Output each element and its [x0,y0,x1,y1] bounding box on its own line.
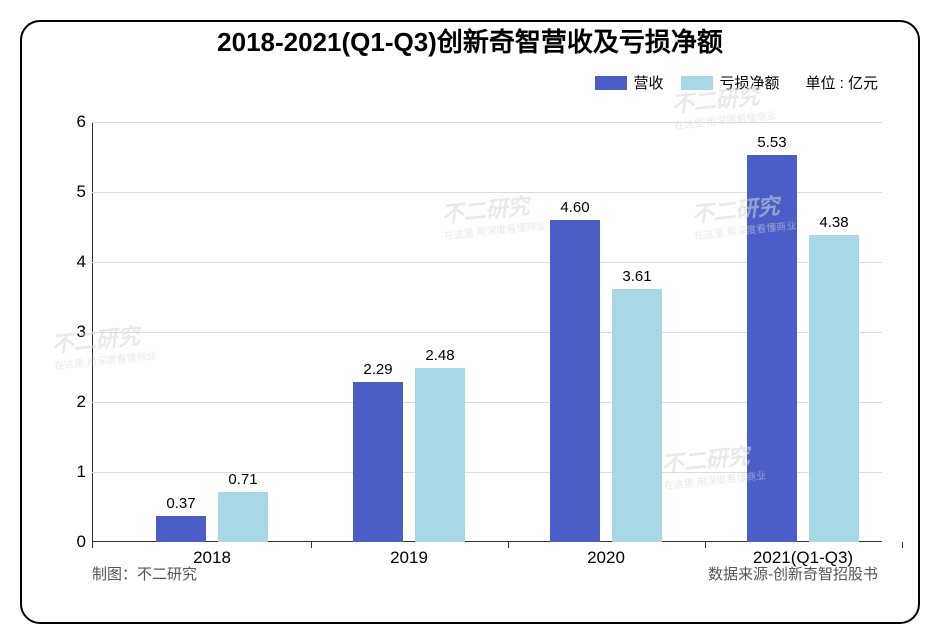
xtick-mark [92,542,93,548]
bar-revenue [156,516,206,542]
chart-footer: 制图：不二研究 数据来源-创新奇智招股书 [92,563,878,584]
legend-label-revenue: 营收 [633,72,663,93]
bar-value-label: 0.37 [166,495,195,512]
chart-title: 2018-2021(Q1-Q3)创新奇智营收及亏损净额 [217,22,723,59]
ytick-label: 3 [64,322,86,342]
bar-value-label: 5.53 [757,134,786,151]
ytick-label: 2 [64,392,86,412]
gridline [92,122,882,123]
legend-swatch-revenue [595,76,627,90]
legend-label-loss: 亏损净额 [719,72,779,93]
bar-revenue [353,382,403,542]
bar-loss [809,235,859,542]
ytick-label: 5 [64,182,86,202]
bar-value-label: 3.61 [622,268,651,285]
footer-credit: 制图：不二研究 [92,563,197,584]
chart-frame: 2018-2021(Q1-Q3)创新奇智营收及亏损净额 营收 亏损净额 单位 :… [20,20,920,624]
ytick-label: 1 [64,462,86,482]
plot-area: 01234560.370.7120182.292.4820194.603.612… [92,122,882,542]
bar-loss [415,368,465,542]
legend-swatch-loss [681,76,713,90]
bar-value-label: 0.71 [228,471,257,488]
legend-item-revenue: 营收 [595,72,663,93]
ytick-label: 0 [64,532,86,552]
bar-value-label: 4.38 [819,214,848,231]
xtick-mark [902,542,903,548]
ytick-label: 6 [64,112,86,132]
legend-item-loss: 亏损净额 [681,72,779,93]
bar-loss [612,289,662,542]
unit-label: 单位 : 亿元 [805,72,878,93]
footer-source: 数据来源-创新奇智招股书 [708,563,878,584]
xtick-mark [508,542,509,548]
bar-value-label: 2.29 [363,361,392,378]
ytick-label: 4 [64,252,86,272]
bar-value-label: 2.48 [425,347,454,364]
bar-revenue [747,155,797,542]
xtick-mark [311,542,312,548]
title-container: 2018-2021(Q1-Q3)创新奇智营收及亏损净额 [197,20,743,59]
legend: 营收 亏损净额 单位 : 亿元 [595,72,878,93]
bar-loss [218,492,268,542]
xtick-mark [705,542,706,548]
bar-value-label: 4.60 [560,199,589,216]
bar-revenue [550,220,600,542]
